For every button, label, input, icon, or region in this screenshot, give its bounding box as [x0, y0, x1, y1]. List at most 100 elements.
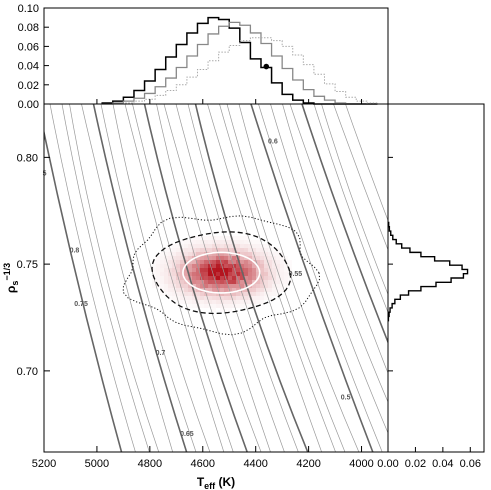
density-cell [172, 252, 176, 256]
density-cell [228, 248, 232, 252]
density-cell [164, 260, 168, 264]
density-cell [256, 284, 260, 288]
density-cell [224, 256, 228, 260]
density-cell [208, 268, 212, 272]
density-cell [272, 292, 276, 296]
density-cell [240, 252, 244, 256]
x-axis-label-unit: (K) [215, 475, 235, 489]
density-cell [196, 256, 200, 260]
density-cell [160, 264, 164, 268]
density-cell [216, 244, 220, 248]
density-cell [176, 264, 180, 268]
contour-2-sigma [151, 231, 292, 315]
density-cell [280, 252, 284, 256]
density-cell [248, 276, 252, 280]
density-cell [264, 256, 268, 260]
isochrone-label: 0.8 [70, 247, 80, 254]
density-cell [208, 236, 212, 240]
density-cell [176, 292, 180, 296]
top-histogram-grey-solid [102, 21, 378, 105]
density-cell [264, 292, 268, 296]
y-axis-label-main: ρ [4, 286, 18, 293]
density-cell [276, 272, 280, 276]
density-cell [252, 300, 256, 304]
density-cell [180, 296, 184, 300]
density-cell [208, 248, 212, 252]
density-cell [268, 264, 272, 268]
density-cell [172, 288, 176, 292]
density-cell [200, 272, 204, 276]
top-y-tick-label: 0.02 [18, 80, 39, 92]
density-cell [200, 240, 204, 244]
density-cell [160, 292, 164, 296]
right-x-tick-label: 0.04 [432, 458, 453, 470]
density-cell [176, 244, 180, 248]
density-cell [284, 268, 288, 272]
density-cell [204, 272, 208, 276]
density-cell [168, 288, 172, 292]
y-axis-label-sub: s [10, 281, 20, 286]
density-cell [252, 272, 256, 276]
density-cell [228, 292, 232, 296]
isochrone-track [301, 104, 388, 345]
density-cell [244, 244, 248, 248]
density-cell [204, 288, 208, 292]
density-cell [208, 276, 212, 280]
isochrone-track [313, 104, 388, 314]
density-cell [244, 272, 248, 276]
density-cell [168, 252, 172, 256]
contour-1-sigma [182, 251, 261, 294]
density-cell [220, 284, 224, 288]
top-y-tick-label: 0.04 [18, 61, 39, 73]
density-cell [180, 284, 184, 288]
density-cell [184, 272, 188, 276]
density-cell [208, 300, 212, 304]
density-cell [236, 264, 240, 268]
density-cell [264, 280, 268, 284]
density-cell [184, 288, 188, 292]
density-cell [200, 264, 204, 268]
main-panel: 0.6 0.8 0.55 0.75 0.7 0.5 0.65 5 5200 5000 4800 46… [17, 103, 389, 470]
density-cell [268, 272, 272, 276]
density-cell [172, 264, 176, 268]
density-cell [232, 272, 236, 276]
density-cell [252, 240, 256, 244]
density-cell [224, 280, 228, 284]
density-cell [232, 288, 236, 292]
density-cell [188, 252, 192, 256]
density-cell [272, 288, 276, 292]
density-cell [216, 284, 220, 288]
density-cell [172, 268, 176, 272]
density-cell [264, 252, 268, 256]
density-cell [232, 248, 236, 252]
density-cell [284, 284, 288, 288]
density-cell [280, 276, 284, 280]
density-cell [236, 280, 240, 284]
density-cell [156, 256, 160, 260]
density-cell [168, 260, 172, 264]
density-cell [196, 236, 200, 240]
right-histogram-panel: 0.00 0.02 0.04 0.06 [377, 103, 485, 470]
density-cell [176, 272, 180, 276]
density-cell [220, 296, 224, 300]
isochrone-track [49, 104, 136, 452]
isochrone-track [156, 104, 262, 452]
density-cell [244, 300, 248, 304]
density-cell [228, 300, 232, 304]
density-cell [276, 264, 280, 268]
density-cell [232, 268, 236, 272]
density-cell [220, 292, 224, 296]
density-cell [248, 300, 252, 304]
density-cell [184, 292, 188, 296]
density-cell [160, 256, 164, 260]
density-cell [268, 256, 272, 260]
isochrone-track [333, 104, 388, 251]
top-y-tick-label: 0.08 [18, 22, 39, 34]
density-cell [208, 260, 212, 264]
density-cell [212, 264, 216, 268]
density-cell [192, 244, 196, 248]
density-cell [152, 284, 156, 288]
density-cell [216, 296, 220, 300]
density-cell [260, 244, 264, 248]
